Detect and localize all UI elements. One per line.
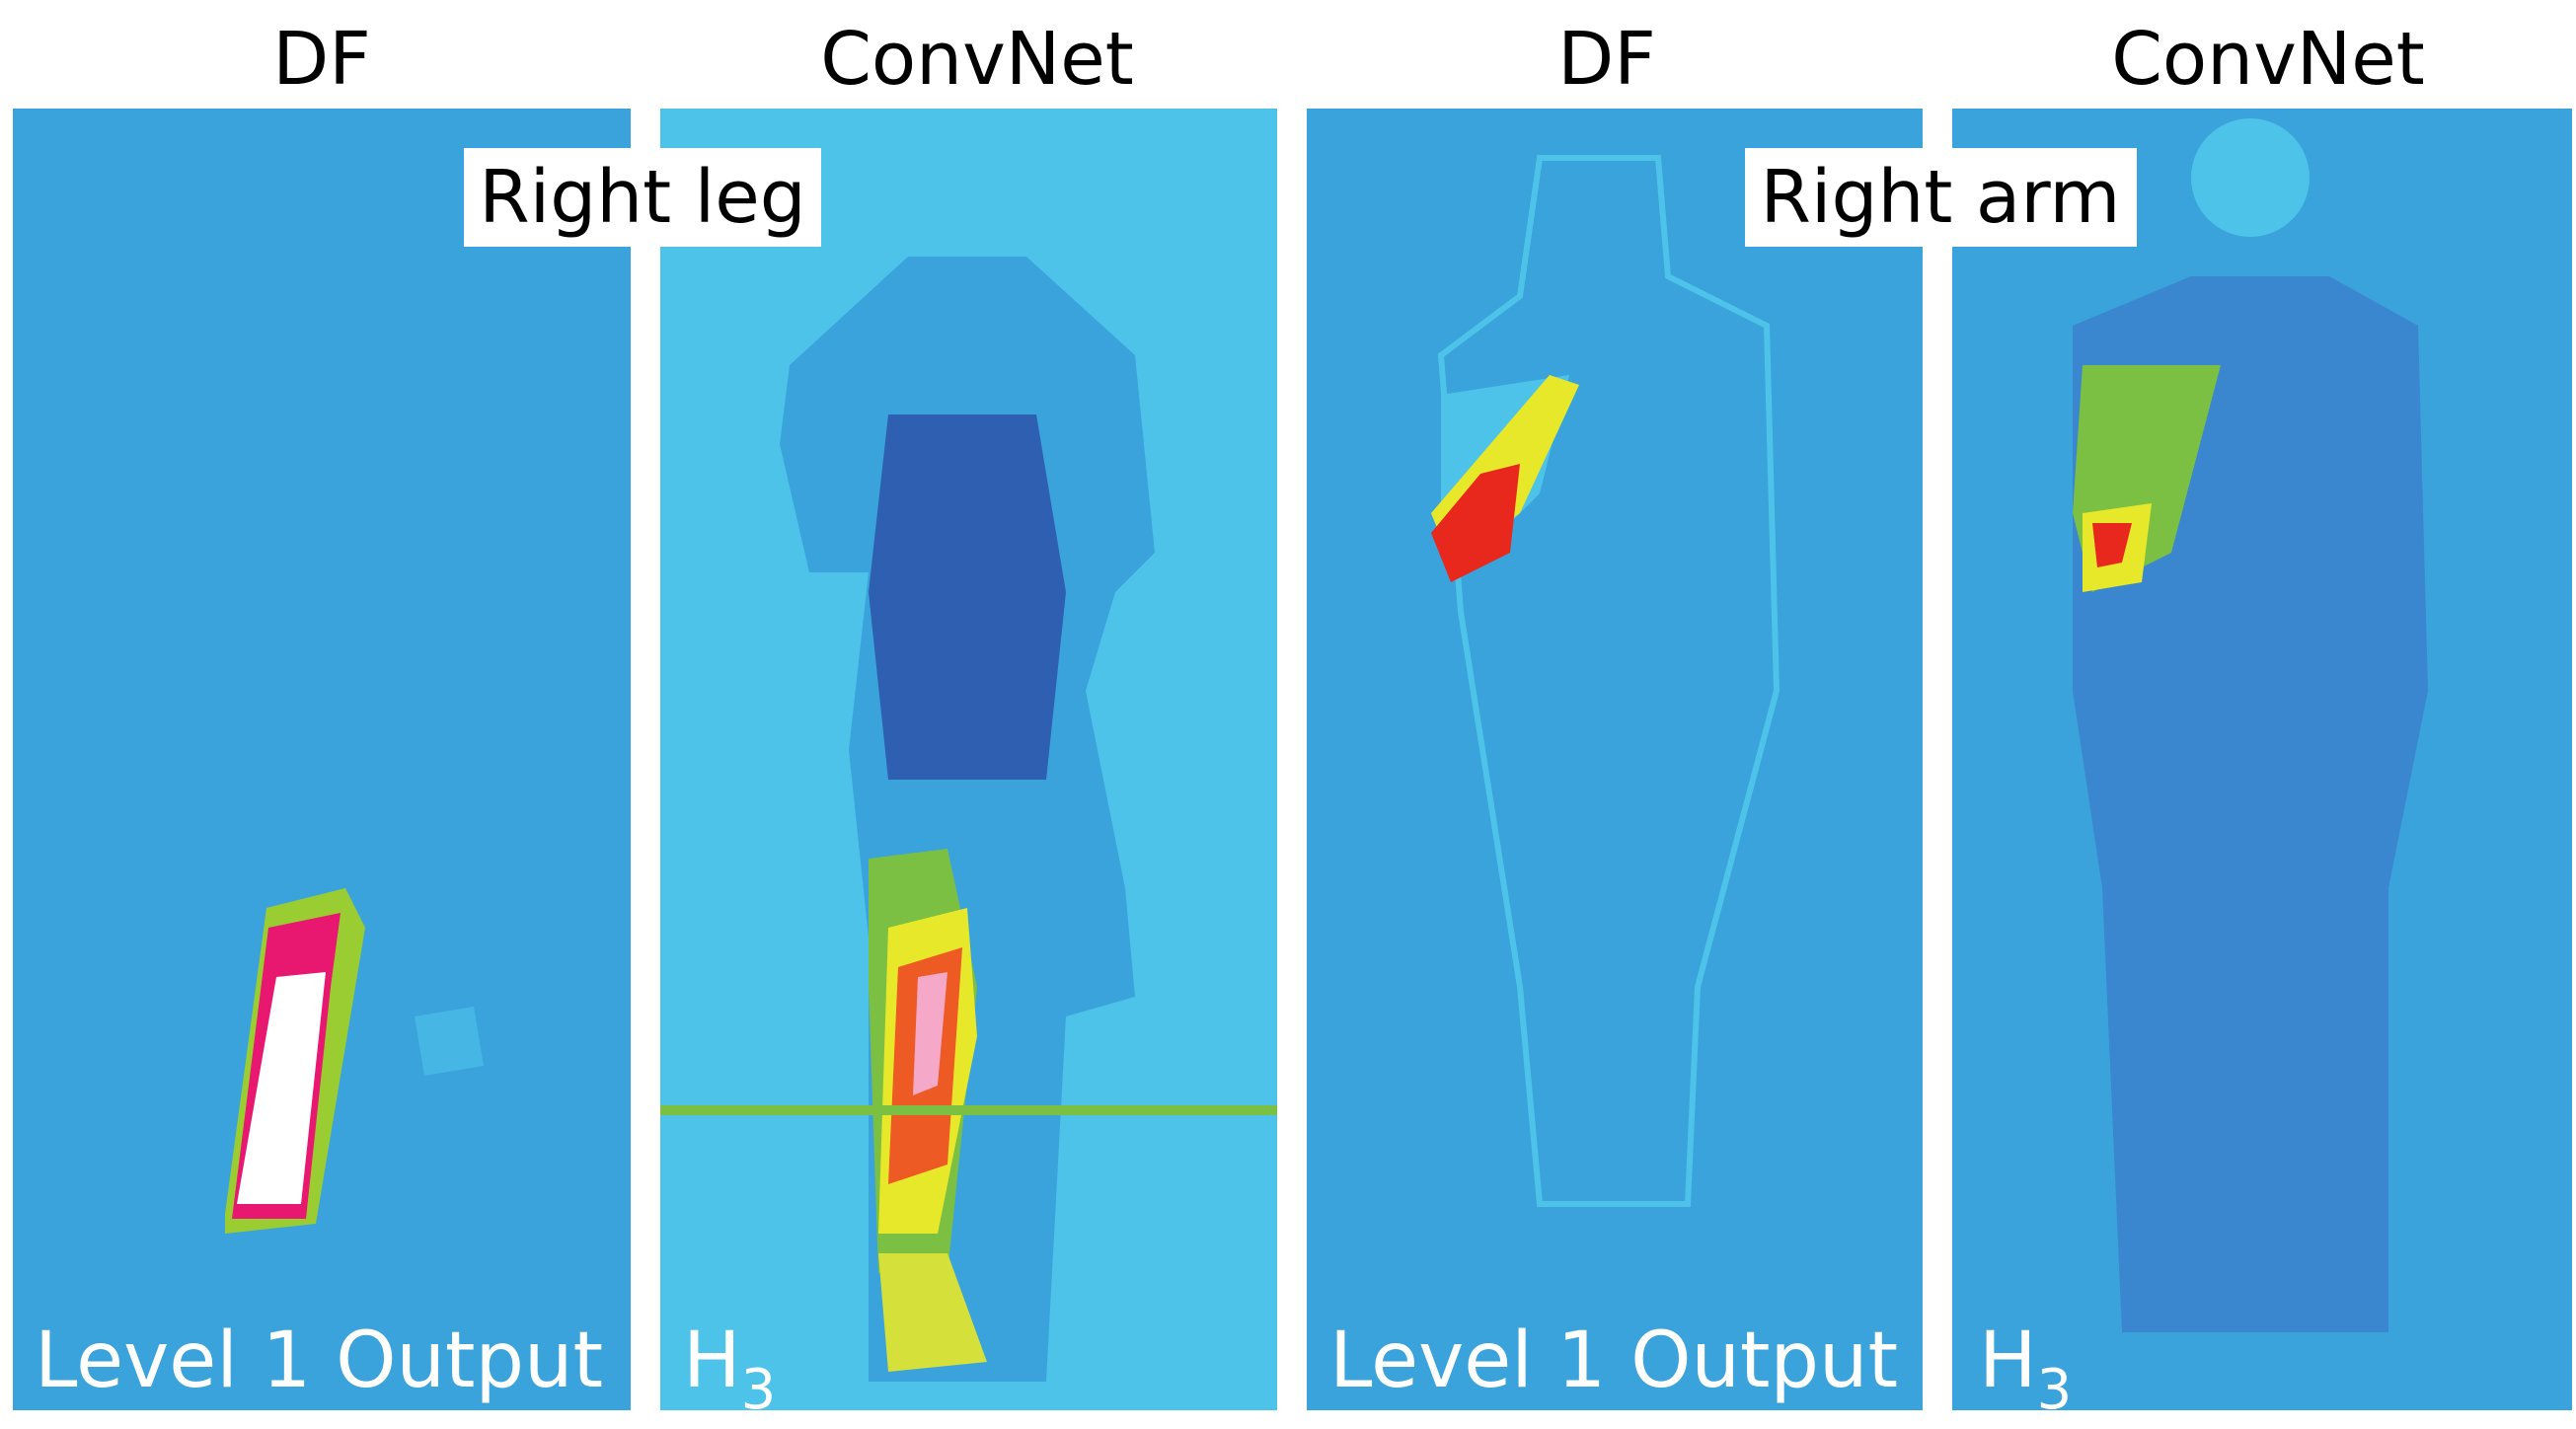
panel-footer: H3 bbox=[1979, 1316, 2072, 1422]
heatmap-panel bbox=[660, 109, 1277, 1410]
panel-footer: Level 1 Output bbox=[35, 1316, 603, 1405]
panel-footer: Level 1 Output bbox=[1329, 1316, 1898, 1405]
panel-footer: H3 bbox=[683, 1316, 776, 1422]
panel-header: ConvNet bbox=[2111, 17, 2425, 102]
overlay-label: Right arm bbox=[1761, 155, 2121, 240]
footer-sub: 3 bbox=[2037, 1358, 2073, 1422]
panel-header: DF bbox=[1557, 17, 1656, 102]
heatmap-panel bbox=[13, 109, 631, 1410]
overlay-box bbox=[1745, 148, 2137, 247]
heatmap-panel bbox=[1952, 109, 2572, 1410]
footer-base: H bbox=[683, 1316, 741, 1405]
overlay-box bbox=[464, 148, 821, 247]
panel-header: DF bbox=[272, 17, 371, 102]
overlay-label: Right leg bbox=[479, 155, 805, 240]
footer-base: H bbox=[1979, 1316, 2037, 1405]
panel-header: ConvNet bbox=[820, 17, 1134, 102]
footer-sub: 3 bbox=[741, 1358, 777, 1422]
heatmap-panel bbox=[1307, 109, 1923, 1410]
